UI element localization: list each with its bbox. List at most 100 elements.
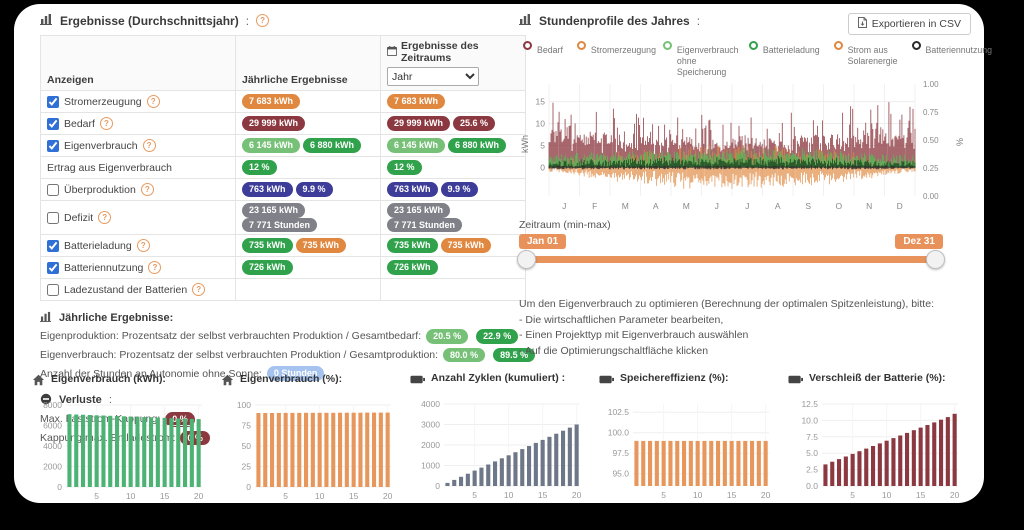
annual-values: 726 kWh bbox=[235, 256, 381, 280]
summary-line: Eigenproduktion: Prozentsatz der selbst … bbox=[40, 329, 519, 344]
row-checkbox[interactable] bbox=[47, 261, 59, 274]
results-help-icon[interactable]: ? bbox=[256, 14, 270, 27]
value-badge: 12 % bbox=[242, 160, 277, 175]
column-annual: Jährliche Ergebnisse bbox=[235, 35, 381, 91]
value-badge: 25.6 % bbox=[453, 116, 496, 131]
period-values: 763 kWh 9.9 % bbox=[380, 178, 526, 201]
row-checkbox[interactable] bbox=[47, 139, 59, 152]
svg-text:D: D bbox=[897, 201, 903, 211]
svg-text:20: 20 bbox=[383, 491, 393, 501]
svg-text:4000: 4000 bbox=[43, 441, 62, 451]
svg-text:0.75: 0.75 bbox=[923, 108, 939, 117]
row-checkbox[interactable] bbox=[47, 183, 59, 196]
row-checkbox[interactable] bbox=[47, 95, 59, 108]
svg-text:5: 5 bbox=[661, 490, 666, 500]
annual-summary-title: Jährliche Ergebnisse: bbox=[59, 312, 174, 325]
help-icon[interactable]: ? bbox=[99, 117, 113, 130]
legend-item[interactable]: Stromerzeugung bbox=[576, 40, 656, 78]
mini-chart-title: Verschleiß der Batterie (%): bbox=[788, 368, 970, 388]
legend-item[interactable]: Bedarf bbox=[523, 40, 563, 78]
row-label: Batterieladung bbox=[64, 239, 132, 252]
legend-item[interactable]: Eigenverbrauch ohne Speicherung bbox=[662, 40, 739, 78]
value-badge: 735 kWh bbox=[295, 238, 347, 253]
note-line: - Einen Projekttyp mit Eigenverbrauch au… bbox=[519, 329, 749, 342]
legend-ring-icon bbox=[523, 41, 532, 50]
value-badge: 726 kWh bbox=[242, 260, 293, 275]
svg-text:100: 100 bbox=[237, 400, 251, 410]
svg-text:10: 10 bbox=[882, 490, 892, 500]
mini-chart: Verschleiß der Batterie (%): 0.0 2.5 5.0 7.5… bbox=[786, 368, 970, 512]
annual-summary-section: Jährliche Ergebnisse: Eigenproduktion: P… bbox=[40, 311, 536, 381]
results-card: Ergebnisse (Durchschnittsjahr) : ? Anzei… bbox=[14, 4, 992, 503]
help-icon[interactable]: ? bbox=[140, 183, 154, 196]
value-badge: 7 683 kWh bbox=[387, 94, 446, 109]
battery-icon bbox=[788, 368, 803, 388]
svg-text:50: 50 bbox=[242, 441, 252, 451]
export-csv-button[interactable]: Exportieren in CSV bbox=[847, 13, 971, 35]
svg-text:15: 15 bbox=[160, 491, 170, 501]
svg-text:0: 0 bbox=[435, 481, 440, 491]
slider-handle-min[interactable] bbox=[517, 249, 536, 269]
value-badge: 6 145 kWh bbox=[387, 138, 446, 153]
period-select[interactable]: Jahr bbox=[387, 67, 479, 86]
note-line: - Auf die Optimierungschaltfläche klicke… bbox=[519, 345, 709, 358]
row-checkbox[interactable] bbox=[47, 117, 59, 130]
annual-values: 12 % bbox=[235, 156, 381, 179]
slider-handle-max[interactable] bbox=[926, 249, 945, 269]
annual-values: 29 999 kWh bbox=[235, 112, 381, 135]
battery-icon bbox=[599, 368, 614, 388]
row-label: Ertrag aus Eigenverbrauch bbox=[47, 161, 172, 174]
results-title-colon: : bbox=[245, 13, 250, 28]
svg-text:95.0: 95.0 bbox=[612, 469, 629, 479]
row-checkbox[interactable] bbox=[47, 211, 59, 224]
legend-ring-icon bbox=[748, 41, 758, 50]
summary-line: Anzahl der Stunden an Autonomie ohne Son… bbox=[40, 366, 500, 381]
row-checkbox[interactable] bbox=[47, 283, 59, 296]
value-badge: 29 999 kWh bbox=[242, 116, 306, 131]
row-label: Bedarf bbox=[64, 117, 95, 130]
slider-max-badge: Dez 31 bbox=[895, 233, 943, 249]
svg-text:15: 15 bbox=[536, 97, 546, 107]
house-icon bbox=[221, 368, 234, 389]
results-title-row: Ergebnisse (Durchschnittsjahr) : ? bbox=[40, 13, 500, 28]
zeitraum-label: Zeitraum (min-max) bbox=[519, 218, 611, 231]
period-values: 7 683 kWh bbox=[380, 90, 526, 113]
svg-text:5: 5 bbox=[472, 490, 477, 500]
svg-text:20: 20 bbox=[194, 491, 204, 501]
legend-item[interactable]: Strom aus Solarenergie bbox=[833, 40, 898, 78]
help-icon[interactable]: ? bbox=[136, 239, 150, 253]
help-icon[interactable]: ? bbox=[98, 211, 112, 225]
optimization-note: Um den Eigenverbrauch zu optimieren (Ber… bbox=[519, 297, 971, 360]
row-checkbox[interactable] bbox=[47, 239, 59, 252]
help-icon[interactable]: ? bbox=[146, 95, 160, 108]
slider-min-badge: Jan 01 bbox=[519, 233, 567, 249]
svg-text:S: S bbox=[805, 201, 811, 211]
svg-text:0.0: 0.0 bbox=[806, 481, 818, 491]
losses-title-colon: : bbox=[108, 394, 112, 407]
table-row: Stromerzeugung? 7 683 kWh 7 683 kWh bbox=[40, 90, 526, 113]
svg-text:0: 0 bbox=[246, 482, 251, 492]
summary-line: Kappung max. Entladestrom: 0 % bbox=[40, 430, 500, 446]
mini-chart-plot: 95.0 97.5 100.0 102.5 5 10 15 20 bbox=[608, 404, 771, 500]
table-row: Eigenverbrauch? 6 145 kWh 6 880 kWh 6 145 k… bbox=[40, 134, 526, 157]
legend-item[interactable]: Batteriennutzung bbox=[911, 40, 992, 78]
svg-text:0.00: 0.00 bbox=[923, 192, 939, 201]
value-badge: 12 % bbox=[387, 160, 422, 175]
help-icon[interactable]: ? bbox=[192, 283, 206, 297]
hourly-profile-chart: 0 5 10 15 0.00 0.25 0.50 0.75 1.00 kWh % J F M A M J J A S O… bbox=[520, 80, 965, 211]
calendar-icon bbox=[387, 45, 397, 59]
hourly-profile-title: Stundenprofile des Jahres bbox=[539, 13, 690, 28]
help-icon[interactable]: ? bbox=[148, 261, 162, 275]
svg-text:10.0: 10.0 bbox=[801, 415, 818, 425]
slider-track[interactable] bbox=[517, 249, 945, 269]
legend-item[interactable]: Batterieladung bbox=[748, 40, 820, 78]
table-row: Ladezustand der Batterien? bbox=[40, 278, 526, 302]
export-file-icon bbox=[857, 17, 867, 31]
mini-chart-title: Eigenverbrauch (kWh): bbox=[32, 368, 214, 389]
svg-text:2000: 2000 bbox=[43, 462, 62, 472]
help-icon[interactable]: ? bbox=[142, 139, 156, 152]
svg-text:20: 20 bbox=[572, 490, 582, 500]
annual-values: 735 kWh 735 kWh bbox=[235, 234, 381, 258]
svg-text:12.5: 12.5 bbox=[801, 399, 818, 409]
svg-text:15: 15 bbox=[349, 491, 359, 501]
